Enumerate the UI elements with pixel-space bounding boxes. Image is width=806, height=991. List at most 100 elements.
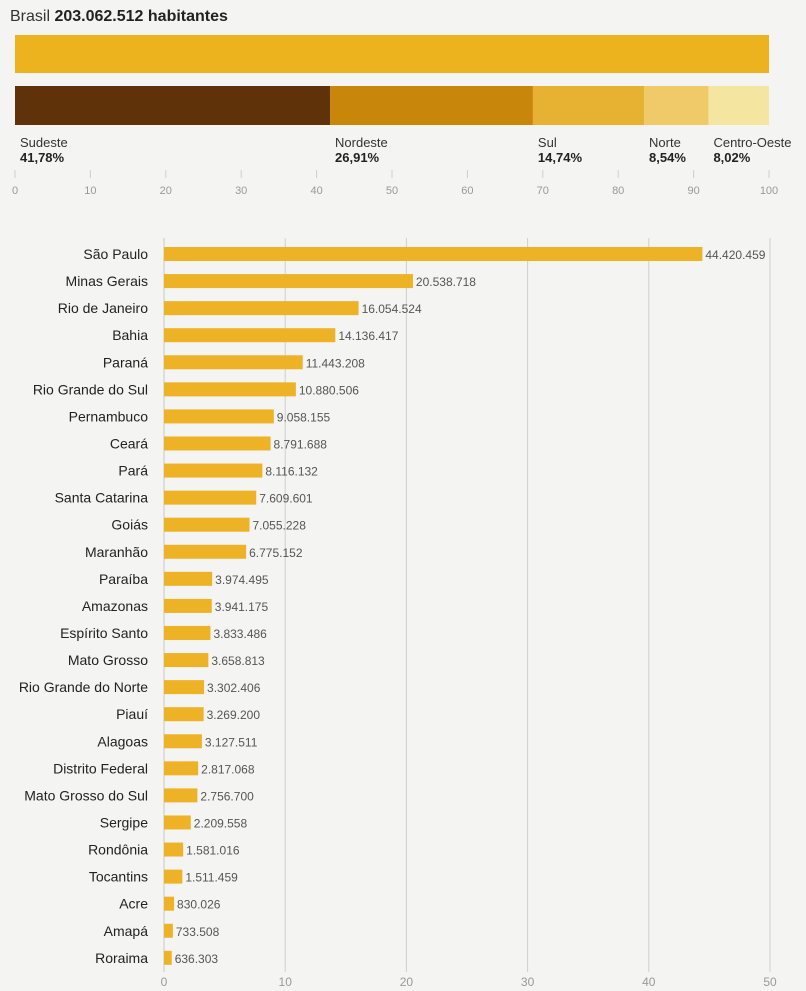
region-tick-label: 40 — [310, 185, 322, 197]
title-country: Brasil — [10, 8, 51, 25]
state-name-label: Rio Grande do Sul — [33, 381, 148, 397]
state-value-label: 733.508 — [176, 925, 220, 939]
state-value-label: 2.756.700 — [200, 789, 254, 803]
region-tick-label: 30 — [235, 185, 247, 197]
state-value-label: 1.581.016 — [186, 844, 240, 858]
region-tick-label: 90 — [687, 185, 699, 197]
state-bar — [164, 734, 202, 749]
state-value-label: 3.269.200 — [207, 708, 261, 722]
state-value-label: 2.209.558 — [194, 816, 248, 830]
state-tick-label: 30 — [521, 975, 535, 989]
state-name-label: Santa Catarina — [55, 490, 149, 506]
state-bar — [164, 761, 199, 776]
state-bar — [164, 328, 336, 343]
state-bar — [164, 680, 205, 695]
region-segment-0 — [15, 86, 331, 125]
state-value-label: 10.880.506 — [299, 383, 359, 397]
state-name-label: Piauí — [116, 706, 148, 722]
state-bar — [164, 436, 271, 451]
state-tick-label: 20 — [400, 975, 414, 989]
region-segment-2 — [532, 86, 645, 125]
region-percent-3: 8,54% — [649, 150, 686, 165]
region-segment-3 — [644, 86, 709, 125]
state-bar — [164, 653, 209, 668]
state-tick-label: 0 — [161, 975, 168, 989]
region-name-3: Norte — [649, 135, 681, 150]
state-bar — [164, 247, 703, 261]
state-name-label: Rondônia — [88, 842, 148, 858]
region-tick-label: 10 — [84, 185, 96, 197]
state-bar — [164, 463, 263, 478]
state-name-label: Goiás — [111, 517, 148, 533]
region-tick-label: 70 — [537, 185, 549, 197]
state-name-label: Paraíba — [99, 571, 148, 587]
region-tick-label: 50 — [386, 185, 398, 197]
state-bar — [164, 896, 175, 911]
region-tick-label: 60 — [461, 185, 473, 197]
state-bar — [164, 869, 183, 884]
state-tick-label: 40 — [642, 975, 656, 989]
state-value-label: 2.817.068 — [201, 762, 255, 776]
state-name-label: Distrito Federal — [53, 760, 148, 776]
state-name-label: Mato Grosso — [68, 652, 148, 668]
state-bar — [164, 598, 212, 613]
title-unit: habitantes — [147, 8, 228, 25]
state-bar — [164, 490, 257, 505]
state-bar — [164, 355, 303, 370]
state-bar — [164, 571, 213, 586]
region-tick-label: 100 — [760, 185, 778, 197]
region-segment-4 — [708, 86, 769, 125]
state-value-label: 8.791.688 — [274, 437, 328, 451]
state-value-label: 830.026 — [177, 898, 221, 912]
total-population-bar — [15, 35, 769, 73]
region-tick-label: 20 — [160, 185, 172, 197]
chart-title: Brasil 203.062.512 habitantes — [10, 8, 228, 26]
state-value-label: 636.303 — [175, 952, 219, 966]
state-name-label: Acre — [119, 896, 148, 912]
state-value-label: 3.974.495 — [215, 573, 269, 587]
state-value-label: 3.833.486 — [213, 627, 267, 641]
state-name-label: Rio de Janeiro — [58, 300, 148, 316]
state-name-label: Roraima — [95, 950, 148, 966]
region-segment-1 — [330, 86, 533, 125]
state-tick-label: 50 — [763, 975, 777, 989]
region-tick-label: 80 — [612, 185, 624, 197]
region-percent-1: 26,91% — [335, 150, 380, 165]
state-name-label: Pará — [118, 463, 148, 479]
state-value-label: 16.054.524 — [362, 302, 422, 316]
region-percent-0: 41,78% — [20, 150, 65, 165]
state-bar — [164, 301, 359, 316]
state-bar — [164, 788, 198, 803]
state-name-label: Maranhão — [85, 544, 148, 560]
state-bar — [164, 625, 211, 640]
region-name-4: Centro-Oeste — [713, 135, 791, 150]
state-bar — [164, 815, 191, 830]
state-name-label: Sergipe — [100, 814, 148, 830]
state-name-label: Pernambuco — [69, 408, 149, 424]
state-name-label: Paraná — [103, 354, 148, 370]
state-value-label: 14.136.417 — [338, 329, 398, 343]
state-bar — [164, 409, 274, 424]
state-name-label: Ceará — [110, 435, 148, 451]
state-name-label: Rio Grande do Norte — [19, 679, 148, 695]
state-name-label: Espírito Santo — [60, 625, 148, 641]
state-value-label: 7.609.601 — [259, 492, 313, 506]
state-value-label: 1.511.459 — [185, 871, 238, 885]
state-bar — [164, 544, 247, 559]
state-bar — [164, 842, 184, 857]
state-value-label: 7.055.228 — [253, 519, 307, 533]
state-value-label: 9.058.155 — [277, 410, 331, 424]
state-bar — [164, 707, 204, 722]
state-name-label: Mato Grosso do Sul — [24, 787, 148, 803]
state-name-label: Minas Gerais — [66, 273, 148, 289]
state-value-label: 3.302.406 — [207, 681, 261, 695]
state-name-label: Bahia — [112, 327, 148, 343]
state-value-label: 6.775.152 — [249, 546, 303, 560]
state-bar — [164, 923, 173, 938]
state-bar — [164, 950, 172, 965]
state-value-label: 8.116.132 — [265, 465, 318, 479]
state-value-label: 3.658.813 — [211, 654, 265, 668]
state-value-label: 3.941.175 — [215, 600, 269, 614]
region-name-2: Sul — [538, 135, 557, 150]
